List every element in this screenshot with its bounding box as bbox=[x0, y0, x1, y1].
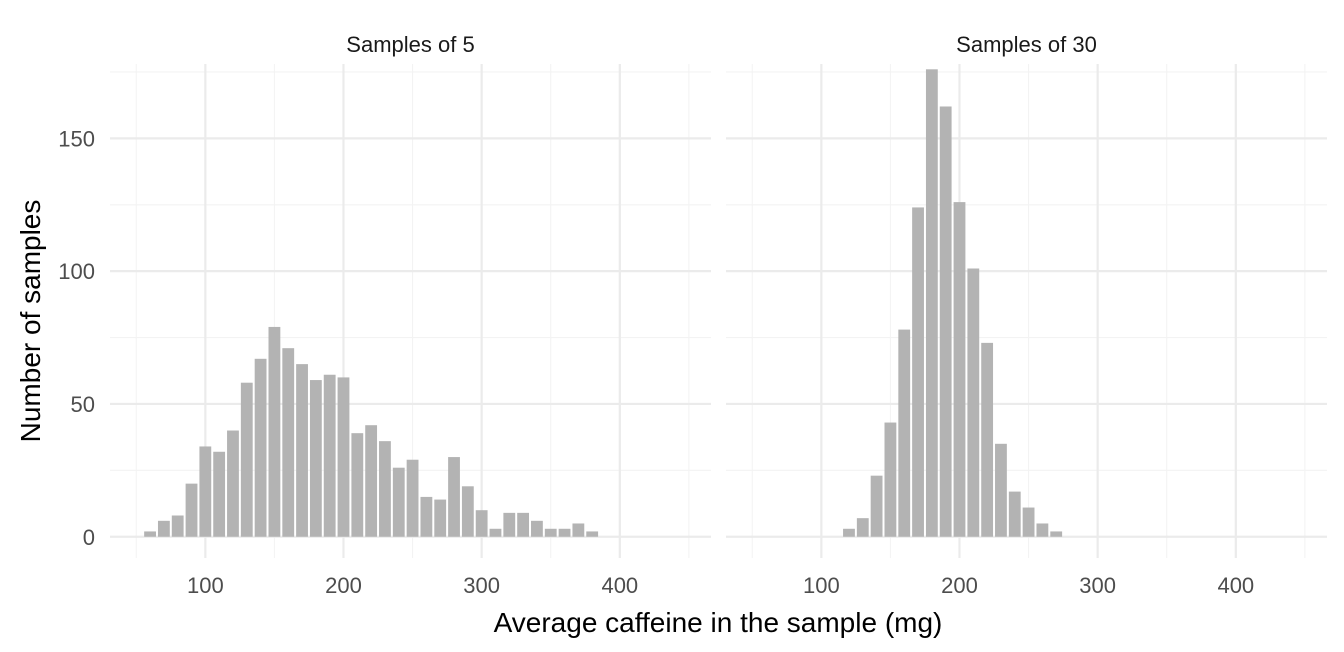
histogram-bar bbox=[1022, 507, 1035, 537]
histogram-bar bbox=[995, 443, 1007, 537]
histogram-bar bbox=[475, 510, 488, 537]
x-tick-label: 100 bbox=[803, 573, 840, 598]
x-axis-title: Average caffeine in the sample (mg) bbox=[494, 607, 943, 638]
histogram-bar bbox=[544, 528, 557, 537]
histogram-bar bbox=[157, 520, 170, 537]
x-tick-label: 300 bbox=[463, 573, 500, 598]
facet-title: Samples of 5 bbox=[346, 32, 474, 57]
histogram-bar bbox=[379, 441, 391, 537]
histogram-bar bbox=[1050, 531, 1063, 537]
histogram-bar bbox=[1008, 491, 1021, 537]
histogram-bar bbox=[503, 512, 516, 537]
x-tick-label: 200 bbox=[941, 573, 978, 598]
histogram-bar bbox=[912, 207, 924, 537]
histogram-bar bbox=[925, 69, 938, 537]
histogram-bar bbox=[227, 430, 239, 537]
histogram-bar bbox=[213, 451, 226, 537]
histogram-bar bbox=[981, 342, 994, 537]
histogram-bar bbox=[420, 496, 433, 537]
histogram-bar bbox=[392, 467, 405, 537]
histogram-bar bbox=[337, 377, 350, 537]
histogram-bar bbox=[434, 499, 447, 537]
x-tick-label: 100 bbox=[187, 573, 224, 598]
histogram-bar bbox=[856, 518, 869, 537]
histogram-bar bbox=[461, 486, 474, 537]
histogram-bar bbox=[586, 531, 599, 537]
histogram-bar bbox=[309, 380, 322, 537]
histogram-bar bbox=[351, 433, 364, 537]
histogram-bar bbox=[365, 425, 378, 537]
histogram-bar bbox=[572, 523, 585, 537]
y-tick-label: 0 bbox=[83, 525, 95, 550]
histogram-bar bbox=[939, 106, 952, 537]
x-tick-label: 200 bbox=[325, 573, 362, 598]
histogram-bar bbox=[870, 475, 883, 537]
histogram-bar bbox=[489, 528, 502, 537]
histogram-bar bbox=[199, 446, 212, 537]
y-tick-label: 100 bbox=[58, 259, 95, 284]
facet-title: Samples of 30 bbox=[956, 32, 1097, 57]
histogram-bar bbox=[185, 483, 198, 537]
histogram-bar bbox=[296, 364, 308, 537]
y-tick-label: 50 bbox=[71, 392, 95, 417]
y-tick-label: 150 bbox=[58, 126, 95, 151]
histogram-bar bbox=[406, 459, 419, 537]
histogram-bar bbox=[531, 520, 543, 537]
y-axis-title: Number of samples bbox=[15, 200, 46, 443]
histogram-bar bbox=[517, 512, 530, 537]
histogram-bar bbox=[171, 515, 184, 537]
histogram-bar bbox=[323, 374, 336, 537]
histogram-bar bbox=[448, 457, 460, 537]
histogram-bar bbox=[558, 528, 571, 537]
panel-1: Samples of 5 100 200 300 400 bbox=[110, 32, 711, 598]
histogram-bar bbox=[268, 326, 281, 537]
panel-2: Samples of 30 100 200 300 400 bbox=[726, 32, 1327, 598]
histogram-bar bbox=[240, 382, 253, 537]
histogram-bar bbox=[282, 348, 295, 537]
histogram-bar bbox=[144, 531, 156, 537]
x-tick-label: 300 bbox=[1079, 573, 1116, 598]
histogram-bar bbox=[967, 268, 980, 537]
histogram-bar bbox=[953, 202, 966, 537]
histogram-bar bbox=[884, 422, 897, 537]
histogram-bar bbox=[843, 528, 855, 537]
x-tick-label: 400 bbox=[1217, 573, 1254, 598]
histogram-bar bbox=[1036, 523, 1049, 537]
histogram-bar bbox=[254, 358, 267, 537]
x-tick-label: 400 bbox=[601, 573, 638, 598]
histogram-bar bbox=[898, 329, 911, 537]
